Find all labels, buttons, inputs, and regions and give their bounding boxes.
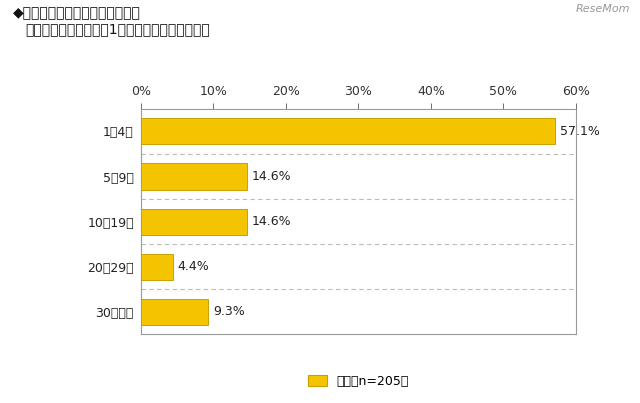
Text: 4.4%: 4.4% [178,260,209,273]
Legend: 合計【n=205】: 合計【n=205】 [303,370,414,393]
Text: ReseMom: ReseMom [576,4,630,14]
Text: 9.3%: 9.3% [213,305,245,318]
Text: 対象者：今年の採用を1人以上行う予定がある人: 対象者：今年の採用を1人以上行う予定がある人 [26,22,211,36]
Bar [141,299,208,325]
Text: 14.6%: 14.6% [252,215,291,228]
Text: ◆採用予定人数（自由回答形式）: ◆採用予定人数（自由回答形式） [13,6,141,20]
Bar [141,164,246,189]
Text: 57.1%: 57.1% [560,125,600,138]
Text: 14.6%: 14.6% [252,170,291,183]
Bar [141,254,173,280]
Bar [141,209,246,235]
Bar [141,118,555,144]
